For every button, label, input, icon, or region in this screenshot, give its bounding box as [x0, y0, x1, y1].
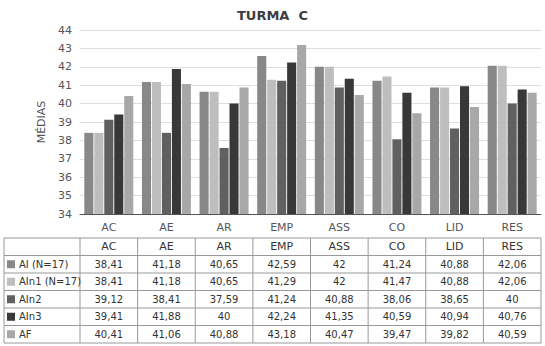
svg-text:42: 42 [58, 60, 72, 73]
svg-text:TURMA C: TURMA C [237, 8, 308, 23]
svg-text:38,41: 38,41 [94, 259, 123, 270]
svg-text:40,88: 40,88 [440, 276, 469, 287]
svg-text:38,41: 38,41 [152, 294, 181, 305]
svg-text:40,47: 40,47 [325, 329, 354, 340]
svg-text:38,65: 38,65 [440, 294, 469, 305]
svg-text:41,29: 41,29 [267, 276, 296, 287]
svg-text:40,76: 40,76 [498, 311, 527, 322]
svg-text:38,41: 38,41 [94, 276, 123, 287]
svg-text:41,47: 41,47 [383, 276, 412, 287]
svg-text:LID: LID [446, 240, 464, 253]
svg-text:39,41: 39,41 [94, 311, 123, 322]
svg-text:41,24: 41,24 [267, 294, 296, 305]
svg-text:AE: AE [159, 240, 174, 253]
svg-text:34: 34 [58, 208, 72, 221]
svg-text:37: 37 [58, 152, 72, 165]
svg-text:40: 40 [58, 97, 72, 110]
svg-text:42,59: 42,59 [267, 259, 296, 270]
svg-text:40,94: 40,94 [440, 311, 469, 322]
svg-text:43,18: 43,18 [267, 329, 296, 340]
svg-text:42,24: 42,24 [267, 311, 296, 322]
svg-text:AIn2: AIn2 [19, 294, 42, 305]
svg-text:41,35: 41,35 [325, 311, 354, 322]
svg-text:39,47: 39,47 [383, 329, 412, 340]
svg-text:AF: AF [19, 329, 32, 340]
svg-text:37,59: 37,59 [210, 294, 239, 305]
svg-text:CO: CO [389, 221, 406, 234]
svg-text:ASS: ASS [329, 240, 351, 253]
svg-text:39,82: 39,82 [440, 329, 469, 340]
svg-text:35: 35 [58, 189, 72, 202]
svg-text:42: 42 [333, 276, 346, 287]
svg-text:40,88: 40,88 [325, 294, 354, 305]
svg-text:EMP: EMP [270, 221, 293, 234]
svg-text:42,06: 42,06 [498, 276, 527, 287]
svg-text:41,18: 41,18 [152, 259, 181, 270]
svg-text:LID: LID [446, 221, 464, 234]
svg-text:41,88: 41,88 [152, 311, 181, 322]
svg-text:39: 39 [58, 116, 72, 129]
svg-text:RES: RES [501, 240, 523, 253]
svg-text:36: 36 [58, 171, 72, 184]
svg-text:AIn3: AIn3 [19, 311, 42, 322]
svg-text:42,06: 42,06 [498, 259, 527, 270]
svg-text:40,88: 40,88 [440, 259, 469, 270]
svg-text:ASS: ASS [329, 221, 351, 234]
svg-text:AR: AR [216, 221, 232, 234]
svg-text:41: 41 [58, 79, 72, 92]
svg-text:41,18: 41,18 [152, 276, 181, 287]
svg-text:43: 43 [58, 42, 72, 55]
svg-text:40,59: 40,59 [498, 329, 527, 340]
svg-text:40: 40 [506, 294, 519, 305]
svg-text:AR: AR [216, 240, 232, 253]
svg-text:EMP: EMP [270, 240, 293, 253]
svg-text:CO: CO [389, 240, 406, 253]
svg-text:AIn1 (N=17): AIn1 (N=17) [19, 276, 81, 287]
svg-text:AI (N=17): AI (N=17) [19, 259, 68, 270]
svg-text:41,24: 41,24 [383, 259, 412, 270]
svg-text:39,12: 39,12 [94, 294, 123, 305]
svg-text:40,88: 40,88 [210, 329, 239, 340]
svg-text:MÉDIAS: MÉDIAS [35, 101, 48, 144]
svg-text:AC: AC [101, 221, 116, 234]
svg-text:40,65: 40,65 [210, 276, 239, 287]
svg-text:44: 44 [58, 24, 72, 37]
svg-text:42: 42 [333, 259, 346, 270]
svg-text:AE: AE [159, 221, 174, 234]
svg-text:40,59: 40,59 [383, 311, 412, 322]
svg-text:41,06: 41,06 [152, 329, 181, 340]
svg-text:40: 40 [218, 311, 231, 322]
svg-text:AC: AC [101, 240, 116, 253]
svg-text:RES: RES [501, 221, 523, 234]
svg-text:40,65: 40,65 [210, 259, 239, 270]
svg-text:38,06: 38,06 [383, 294, 412, 305]
svg-text:40,41: 40,41 [94, 329, 123, 340]
svg-text:38: 38 [58, 134, 72, 147]
